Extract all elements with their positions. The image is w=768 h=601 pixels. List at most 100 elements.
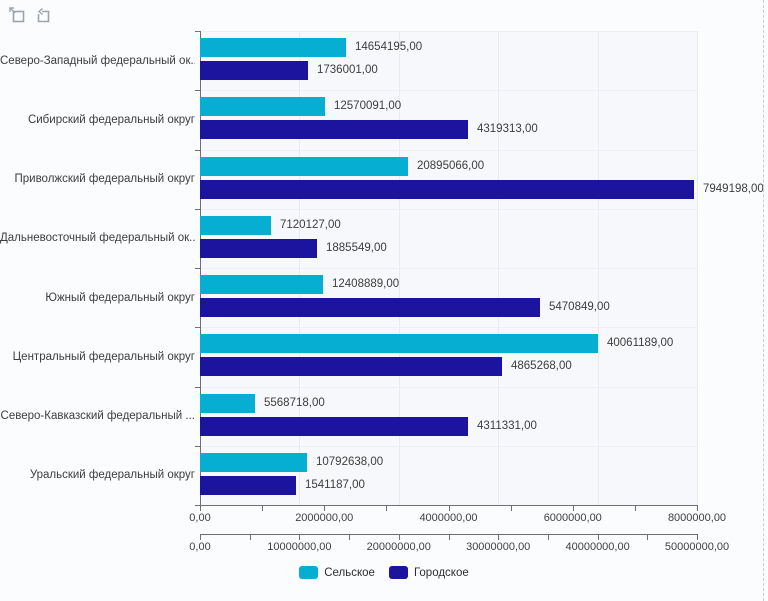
x-axis-tick-label: 2000000,00 xyxy=(295,512,354,524)
x-axis-tick-label: 4000000,00 xyxy=(419,512,478,524)
bar-value-label: 5568718,00 xyxy=(264,396,325,409)
x-axis-tick xyxy=(200,534,201,540)
x-axis-tick-label: 6000000,00 xyxy=(543,512,602,524)
x-axis-tick xyxy=(597,534,599,540)
bar-value-label: 4319313,00 xyxy=(477,123,538,136)
clear-selection-icon[interactable] xyxy=(8,6,26,24)
x-axis-tick xyxy=(697,505,698,511)
y-axis-tick xyxy=(195,268,200,269)
x-axis-tick xyxy=(547,534,549,540)
x-axis-tick xyxy=(200,505,201,511)
x-axis-tick-label: 40000000,00 xyxy=(565,541,630,553)
bar-rural[interactable] xyxy=(200,334,598,354)
bar-urban[interactable] xyxy=(200,357,502,377)
bar-value-label: 12570091,00 xyxy=(334,100,402,113)
x-axis-tick xyxy=(498,534,500,540)
x-axis-tick-label: 30000000,00 xyxy=(466,541,531,553)
x-axis-tick xyxy=(249,534,251,540)
category-label: Приволжский федеральный округ xyxy=(14,173,195,186)
bar-rural[interactable] xyxy=(200,452,307,472)
bar-value-label: 4865268,00 xyxy=(511,360,572,373)
x-axis-tick xyxy=(324,505,326,511)
x-axis-tick xyxy=(448,505,450,511)
x-axis-tick xyxy=(299,534,301,540)
x-axis-tick xyxy=(386,505,388,511)
x-axis-tick-label: 10000000,00 xyxy=(267,541,332,553)
bar-urban[interactable] xyxy=(200,416,468,436)
category-label: Уральский федеральный округ xyxy=(29,469,195,482)
undo-zoom-icon[interactable] xyxy=(33,6,51,24)
bar-urban[interactable] xyxy=(200,120,468,140)
gridline-horizontal xyxy=(200,90,697,92)
category-label: Дальневосточный федеральный ок... xyxy=(0,232,195,245)
x-axis-tick xyxy=(572,505,574,511)
x-axis-tick-label: 0,00 xyxy=(189,512,211,524)
bar-rural[interactable] xyxy=(200,38,346,57)
category-label: Сибирский федеральный округ xyxy=(27,113,195,126)
gridline-vertical xyxy=(697,31,698,505)
bar-urban[interactable] xyxy=(200,475,296,495)
x-axis-tick xyxy=(647,534,649,540)
x-axis-tick-label: 20000000,00 xyxy=(366,541,431,553)
y-axis-tick xyxy=(195,149,200,151)
x-axis-tick-label: 8000000,00 xyxy=(667,512,727,524)
bar-value-label: 12408889,00 xyxy=(332,278,400,290)
x-axis-tick xyxy=(398,534,400,540)
gridline-horizontal xyxy=(200,268,697,269)
bar-value-label: 20895066,00 xyxy=(417,159,485,172)
x-axis-tick xyxy=(448,534,450,540)
x-axis-tick xyxy=(510,505,512,511)
bar-rural[interactable] xyxy=(200,275,323,294)
x-axis-tick xyxy=(262,505,264,511)
gridline-horizontal xyxy=(200,208,697,210)
gridline-horizontal xyxy=(200,31,697,32)
bar-value-label: 1736001,00 xyxy=(317,64,378,76)
x-axis-tick-label: 50000000,00 xyxy=(664,541,730,553)
bar-urban[interactable] xyxy=(200,238,317,258)
bar-value-label: 1541187,00 xyxy=(305,478,365,491)
y-axis-tick xyxy=(195,90,200,92)
bar-urban[interactable] xyxy=(200,179,694,199)
y-axis-tick xyxy=(195,505,200,506)
panel-resize-border[interactable] xyxy=(763,0,764,601)
legend-swatch-rural xyxy=(299,566,319,579)
gridline-horizontal xyxy=(200,149,697,151)
category-label: Центральный федеральный округ xyxy=(12,350,195,363)
gridline-horizontal xyxy=(200,327,697,329)
bar-value-label: 40061189,00 xyxy=(607,337,674,350)
bar-rural[interactable] xyxy=(200,97,325,117)
x-axis-tick-label: 0,00 xyxy=(189,541,211,553)
bar-urban[interactable] xyxy=(200,298,540,317)
y-axis-tick xyxy=(195,386,200,388)
bar-rural[interactable] xyxy=(200,393,255,413)
y-axis-tick xyxy=(195,208,200,210)
bar-value-label: 10792638,00 xyxy=(316,455,384,468)
bar-rural[interactable] xyxy=(200,156,408,176)
legend-item-rural[interactable]: Сельское xyxy=(299,566,375,579)
legend: Сельское Городское xyxy=(0,566,768,579)
category-label: Южный федеральный округ xyxy=(45,291,195,304)
bar-value-label: 1885549,00 xyxy=(326,241,387,254)
legend-item-urban[interactable]: Городское xyxy=(388,566,469,579)
category-label: Северо-Кавказский федеральный ... xyxy=(0,410,195,423)
bar-value-label: 14654195,00 xyxy=(355,41,423,53)
y-axis-line xyxy=(200,31,201,505)
y-axis-tick xyxy=(195,327,200,329)
x-axis-tick xyxy=(634,505,636,511)
bar-value-label: 4311331,00 xyxy=(477,419,537,432)
legend-label-rural: Сельское xyxy=(324,566,375,579)
bar-urban[interactable] xyxy=(200,61,308,80)
bar-value-label: 5470849,00 xyxy=(549,301,610,313)
bar-value-label: 7120127,00 xyxy=(280,218,341,231)
bar-value-label: 7949198,00 xyxy=(703,182,764,195)
x-axis-tick xyxy=(697,534,698,540)
x-axis-tick xyxy=(349,534,351,540)
category-label: Северо-Западный федеральный ок... xyxy=(0,54,195,67)
gridline-horizontal xyxy=(200,445,697,447)
bar-rural[interactable] xyxy=(200,215,271,235)
y-axis-tick xyxy=(195,31,200,32)
chart-toolbar xyxy=(8,6,51,24)
gridline-horizontal xyxy=(200,386,697,388)
legend-swatch-urban xyxy=(388,566,408,579)
